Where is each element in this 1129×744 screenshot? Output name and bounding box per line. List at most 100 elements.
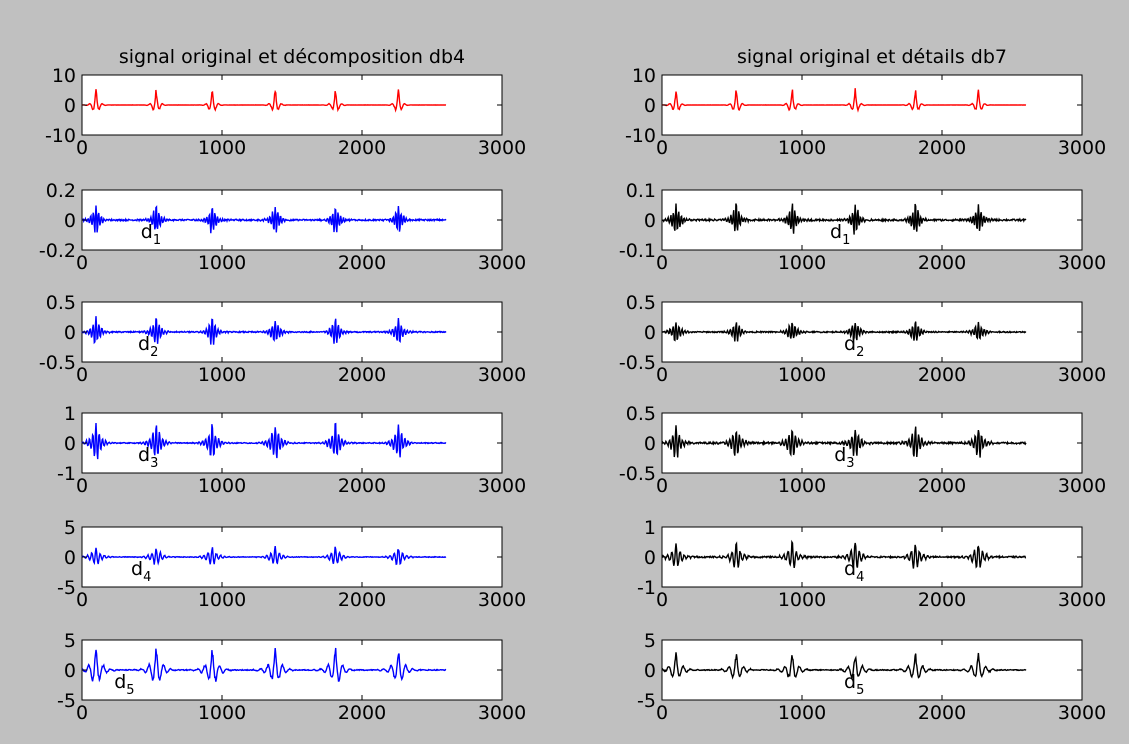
- x-tick-label: 3000: [1058, 702, 1106, 724]
- x-tick-label: 3000: [1058, 137, 1106, 159]
- x-tick-label: 3000: [1058, 589, 1106, 611]
- x-tick-label: 3000: [478, 252, 526, 274]
- x-tick-label: 2000: [918, 137, 966, 159]
- y-tick-label: 0: [64, 210, 76, 232]
- x-tick-label: 2000: [338, 364, 386, 386]
- detail-label: d5: [114, 671, 134, 698]
- y-tick-label: -5: [57, 690, 76, 712]
- x-tick-label: 3000: [478, 475, 526, 497]
- y-tick-label: 5: [64, 630, 76, 652]
- y-tick-label: 0: [64, 95, 76, 117]
- subplot-title: signal original et détails db7: [737, 46, 1007, 68]
- y-tick-label: 1: [64, 403, 76, 425]
- x-tick-label: 1000: [198, 364, 246, 386]
- x-tick-label: 0: [76, 475, 88, 497]
- x-tick-label: 3000: [478, 589, 526, 611]
- y-tick-label: -0.5: [619, 352, 656, 374]
- x-tick-label: 1000: [778, 364, 826, 386]
- signal-line: [661, 539, 1027, 569]
- signal-line: [661, 425, 1027, 458]
- x-tick-label: 3000: [1058, 364, 1106, 386]
- y-tick-label: 0.1: [626, 180, 656, 202]
- y-tick-label: 0: [64, 322, 76, 344]
- y-tick-label: -0.2: [39, 240, 76, 262]
- y-tick-label: -5: [57, 577, 76, 599]
- x-tick-label: 2000: [338, 137, 386, 159]
- signal-line: [661, 88, 1027, 113]
- y-tick-label: 0: [644, 660, 656, 682]
- x-tick-label: 2000: [918, 252, 966, 274]
- y-tick-label: 5: [644, 630, 656, 652]
- x-tick-label: 3000: [1058, 475, 1106, 497]
- signal-line: [661, 652, 1027, 681]
- y-tick-label: -1: [57, 463, 76, 485]
- x-tick-label: 1000: [778, 589, 826, 611]
- signal-line: [81, 422, 447, 460]
- x-tick-label: 0: [76, 702, 88, 724]
- x-tick-label: 2000: [338, 252, 386, 274]
- y-tick-label: 0: [64, 433, 76, 455]
- x-tick-label: 2000: [918, 589, 966, 611]
- x-tick-label: 1000: [778, 702, 826, 724]
- signal-line: [81, 546, 447, 566]
- x-tick-label: 3000: [1058, 252, 1106, 274]
- x-tick-label: 3000: [478, 702, 526, 724]
- signal-line: [81, 89, 447, 113]
- signal-line: [661, 203, 1027, 235]
- x-tick-label: 1000: [198, 252, 246, 274]
- x-tick-label: 0: [656, 137, 668, 159]
- x-tick-label: 3000: [478, 137, 526, 159]
- subplot-title: signal original et décomposition db4: [119, 46, 465, 68]
- x-tick-label: 1000: [778, 137, 826, 159]
- x-tick-label: 2000: [918, 364, 966, 386]
- y-tick-label: -5: [637, 690, 656, 712]
- detail-label: d3: [834, 444, 854, 471]
- y-tick-label: 0: [644, 95, 656, 117]
- y-tick-label: 0.2: [46, 180, 76, 202]
- y-tick-label: 0: [64, 660, 76, 682]
- x-tick-label: 0: [656, 364, 668, 386]
- x-tick-label: 0: [76, 137, 88, 159]
- y-tick-label: -0.5: [39, 352, 76, 374]
- detail-label: d2: [844, 333, 864, 360]
- y-tick-label: 10: [52, 65, 76, 87]
- signal-line: [81, 205, 447, 234]
- signal-line: [661, 321, 1027, 342]
- x-tick-label: 0: [76, 252, 88, 274]
- x-tick-label: 0: [656, 702, 668, 724]
- x-tick-label: 1000: [198, 137, 246, 159]
- x-tick-label: 0: [76, 589, 88, 611]
- x-tick-label: 0: [656, 589, 668, 611]
- y-tick-label: 0: [644, 433, 656, 455]
- y-tick-label: 0: [644, 547, 656, 569]
- x-tick-label: 2000: [338, 589, 386, 611]
- y-tick-label: 1: [644, 517, 656, 539]
- y-tick-label: 5: [64, 517, 76, 539]
- detail-label: d1: [141, 221, 161, 248]
- x-tick-label: 1000: [198, 475, 246, 497]
- x-tick-label: 0: [656, 252, 668, 274]
- y-tick-label: -0.5: [619, 463, 656, 485]
- signal-line: [81, 647, 447, 683]
- x-tick-label: 0: [656, 475, 668, 497]
- y-tick-label: -10: [45, 125, 76, 147]
- x-tick-label: 0: [76, 364, 88, 386]
- y-tick-label: -1: [637, 577, 656, 599]
- x-tick-label: 3000: [478, 364, 526, 386]
- detail-label: d5: [844, 671, 864, 698]
- y-tick-label: 0.5: [626, 403, 656, 425]
- y-tick-label: 0: [644, 322, 656, 344]
- y-tick-label: 10: [632, 65, 656, 87]
